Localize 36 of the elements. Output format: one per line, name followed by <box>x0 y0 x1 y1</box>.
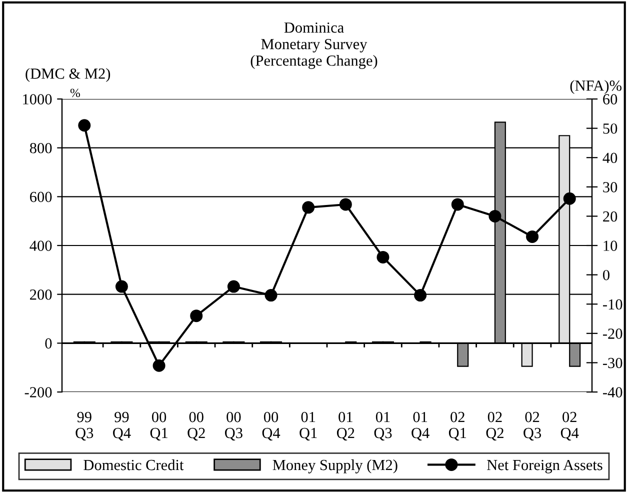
x-tick-label: 00 Q2 <box>188 412 205 440</box>
y2-tick-label: 40 <box>602 152 618 164</box>
y2-tick-label: 30 <box>603 182 618 192</box>
y-tick-label: -200 <box>24 387 52 398</box>
x-tick-label: 02 Q4 <box>560 412 579 440</box>
x-tick-label: 01 Q1 <box>300 412 317 440</box>
x-tick-label: 00 Q3 <box>224 412 242 440</box>
legend-label: Domestic Credit <box>84 459 184 470</box>
x-tick-label: 99 Q3 <box>76 412 94 440</box>
x-tick-label: 00 Q1 <box>150 412 168 440</box>
y2-tick-label: 0 <box>603 270 610 280</box>
y2-tick-label: -30 <box>602 358 622 368</box>
y-tick-label: 600 <box>30 192 52 202</box>
x-tick-label: 01 Q3 <box>374 412 392 440</box>
y2-axis-title: (NFA)% <box>570 80 622 94</box>
legend-label: Net Foreign Assets <box>487 460 602 474</box>
x-tick-label: 01 Q4 <box>412 412 430 440</box>
y2-tick-label: -10 <box>602 299 622 310</box>
x-tick-label: 00 Q4 <box>262 412 280 440</box>
y2-tick-label: -40 <box>602 387 622 398</box>
x-tick-label: 01 Q2 <box>336 412 354 440</box>
x-tick-label: 99 Q4 <box>113 412 131 440</box>
y-tick-label: 800 <box>30 142 52 154</box>
x-tick-label: 02 Q3 <box>524 412 542 440</box>
y-tick-label: 400 <box>30 240 52 251</box>
y2-tick-label: 10 <box>604 240 618 251</box>
x-tick-label: 02 Q1 <box>448 412 466 440</box>
y2-tick-label: -20 <box>602 328 622 339</box>
chart-title: Dominica Monetary Survey (Percentage Change) <box>250 22 378 69</box>
legend-label: Money Supply (M2) <box>272 459 398 474</box>
y2-tick-label: 20 <box>603 211 618 222</box>
x-tick-label: 02 Q2 <box>486 412 504 440</box>
y2-tick-label: 60 <box>603 94 618 104</box>
y-tick-label: 0 <box>45 338 52 349</box>
y-tick-label: 200 <box>30 289 52 300</box>
y2-tick-label: 50 <box>603 123 618 134</box>
